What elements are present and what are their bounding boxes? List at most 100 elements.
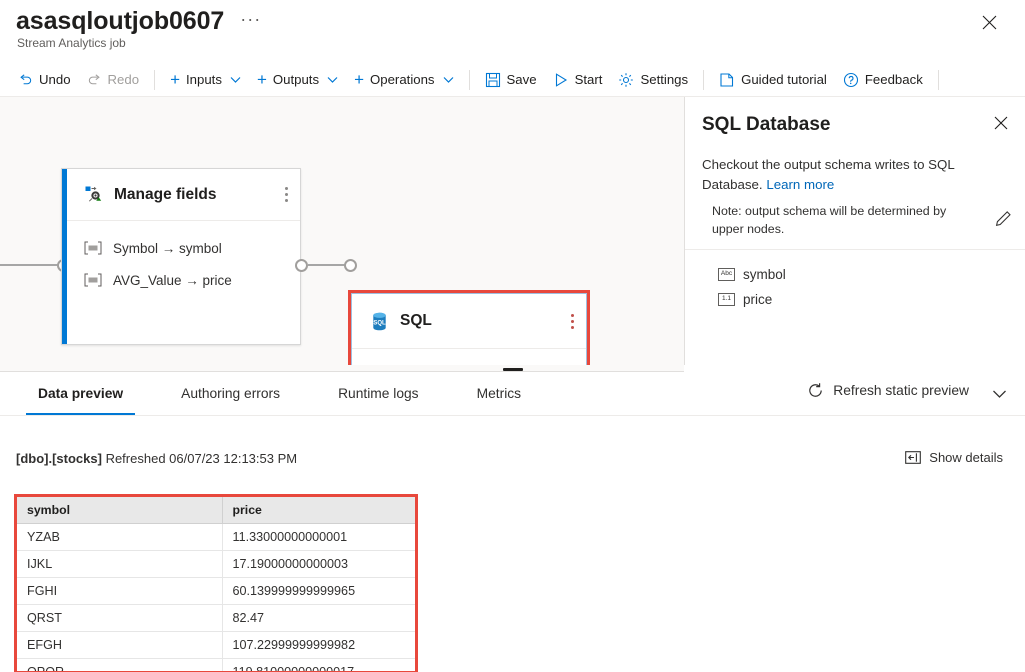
- schema-field-label: symbol: [743, 267, 786, 282]
- node-title: Manage fields: [114, 185, 217, 203]
- kebab-dot: [285, 193, 288, 196]
- save-button[interactable]: Save: [477, 65, 545, 95]
- table-row[interactable]: IJKL 17.19000000000003: [17, 550, 415, 578]
- node-body: [dbo].[stocks]: [352, 349, 586, 365]
- sql-database-panel: SQL Database Checkout the output schema …: [684, 97, 1025, 365]
- close-blade-button[interactable]: [975, 8, 1003, 36]
- cell-symbol: FGHI: [17, 577, 223, 605]
- cell-price: 11.33000000000001: [222, 523, 415, 551]
- preview-status-text: [dbo].[stocks] Refreshed 06/07/23 12:13:…: [16, 451, 297, 466]
- connector-output-port-manage-fields[interactable]: [295, 259, 308, 272]
- redo-icon: [88, 74, 100, 85]
- tab-metrics[interactable]: Metrics: [476, 386, 522, 401]
- connector-line-left: [0, 264, 60, 266]
- panel-divider: [685, 249, 1025, 250]
- tab-runtime-logs[interactable]: Runtime logs: [338, 386, 419, 401]
- cell-price: 17.19000000000003: [222, 550, 415, 578]
- refresh-static-preview-button[interactable]: Refresh static preview: [807, 382, 969, 399]
- learn-more-link[interactable]: Learn more: [766, 177, 835, 192]
- page-header: asasqloutjob0607 ··· Stream Analytics jo…: [0, 0, 1025, 62]
- node-sql[interactable]: SQL SQL: [351, 293, 587, 365]
- guided-tutorial-button[interactable]: Guided tutorial: [711, 65, 835, 95]
- close-icon: [994, 116, 1008, 130]
- schema-item-symbol: Abc symbol: [718, 262, 786, 287]
- data-preview-table-container[interactable]: symbol price YZAB 11.33000000000001 IJKL 1…: [14, 494, 418, 672]
- table-row[interactable]: FGHI 60.139999999999965: [17, 577, 415, 605]
- node-title: SQL: [400, 312, 432, 329]
- cell-price: 119.81000000000017: [222, 658, 415, 671]
- command-toolbar: Undo Redo + Inputs + Outputs + Operation…: [0, 62, 1025, 97]
- svg-text:SQL: SQL: [373, 320, 386, 326]
- save-label: Save: [506, 71, 537, 87]
- undo-label: Undo: [39, 71, 71, 87]
- cell-symbol: OPQR: [17, 658, 223, 671]
- inputs-button[interactable]: + Inputs: [162, 65, 249, 95]
- cell-symbol: IJKL: [17, 550, 223, 578]
- tab-authoring-errors[interactable]: Authoring errors: [181, 386, 281, 401]
- show-details-icon: [905, 451, 922, 464]
- close-icon: [982, 15, 996, 29]
- operations-label: Operations: [370, 71, 435, 87]
- toolbar-divider: [703, 69, 705, 90]
- job-diagram-canvas[interactable]: Manage fields Symbol → symbol AVG_Value …: [0, 97, 684, 365]
- field-mapping-label: AVG_Value → price: [113, 272, 232, 288]
- plus-icon: +: [354, 70, 364, 89]
- table-row[interactable]: EFGH 107.22999999999982: [17, 631, 415, 659]
- start-button[interactable]: Start: [545, 65, 611, 95]
- show-details-button[interactable]: Show details: [905, 450, 1003, 465]
- bottom-tab-bar: Data preview Authoring errors Runtime lo…: [0, 372, 1025, 416]
- canvas-splitter[interactable]: [0, 365, 684, 372]
- toolbar-divider: [154, 69, 156, 90]
- field-icon: [84, 241, 102, 255]
- settings-button[interactable]: Settings: [610, 65, 696, 95]
- manage-fields-icon: [85, 186, 102, 202]
- redo-label: Redo: [107, 71, 140, 87]
- node-manage-fields[interactable]: Manage fields Symbol → symbol AVG_Value …: [61, 168, 301, 345]
- connector-input-port-sql[interactable]: [344, 259, 357, 272]
- title-row: asasqloutjob0607 ···: [16, 6, 267, 36]
- toolbar-divider: [468, 69, 470, 90]
- guided-tutorial-label: Guided tutorial: [741, 71, 827, 87]
- outputs-button[interactable]: + Outputs: [249, 65, 346, 95]
- undo-icon: [20, 74, 32, 85]
- pencil-icon: [995, 211, 1011, 226]
- refresh-label: Refresh static preview: [833, 383, 969, 398]
- node-context-menu-button[interactable]: [281, 183, 292, 206]
- node-header: SQL SQL: [352, 294, 586, 349]
- preview-refreshed-time: Refreshed 06/07/23 12:13:53 PM: [101, 451, 298, 466]
- field-mapping-label: Symbol → symbol: [113, 240, 222, 256]
- edit-schema-button[interactable]: [995, 202, 1012, 232]
- table-row[interactable]: OPQR 119.81000000000017: [17, 658, 415, 671]
- table-row[interactable]: QRST 82.47: [17, 604, 415, 632]
- kebab-dot: [285, 187, 288, 190]
- table-body: YZAB 11.33000000000001 IJKL 17.19000000000…: [17, 523, 415, 671]
- node-field-row: Symbol → symbol: [84, 232, 290, 264]
- bottom-pane: Data preview Authoring errors Runtime lo…: [0, 372, 1025, 672]
- kebab-dot: [571, 325, 574, 329]
- node-header: Manage fields: [62, 169, 300, 221]
- redo-button[interactable]: Redo: [79, 65, 148, 95]
- panel-close-button[interactable]: [994, 116, 1008, 135]
- table-row[interactable]: YZAB 11.33000000000001: [17, 523, 415, 551]
- outputs-label: Outputs: [272, 71, 320, 87]
- field-icon: [84, 273, 102, 287]
- panel-description-text: Checkout the output schema writes to SQL…: [702, 157, 955, 192]
- plus-icon: +: [256, 70, 267, 89]
- preview-options-chevron-button[interactable]: [992, 386, 1007, 404]
- more-options-button[interactable]: ···: [240, 9, 262, 29]
- node-context-menu-button[interactable]: [567, 310, 578, 333]
- chevron-down-icon: [327, 76, 338, 83]
- column-header-symbol[interactable]: symbol: [17, 497, 223, 524]
- settings-label: Settings: [640, 71, 689, 87]
- feedback-label: Feedback: [864, 71, 923, 87]
- node-sql-selection-highlight: SQL SQL: [348, 290, 590, 365]
- operations-button[interactable]: + Operations: [346, 65, 461, 95]
- undo-button[interactable]: Undo: [10, 65, 79, 95]
- splitter-grip-handle[interactable]: [503, 368, 523, 371]
- page-subtitle: Stream Analytics job: [17, 36, 126, 50]
- column-header-price[interactable]: price: [222, 497, 415, 524]
- tab-data-preview[interactable]: Data preview: [26, 372, 136, 415]
- schema-item-price: 1.1 price: [718, 287, 786, 312]
- feedback-button[interactable]: Feedback: [835, 65, 931, 95]
